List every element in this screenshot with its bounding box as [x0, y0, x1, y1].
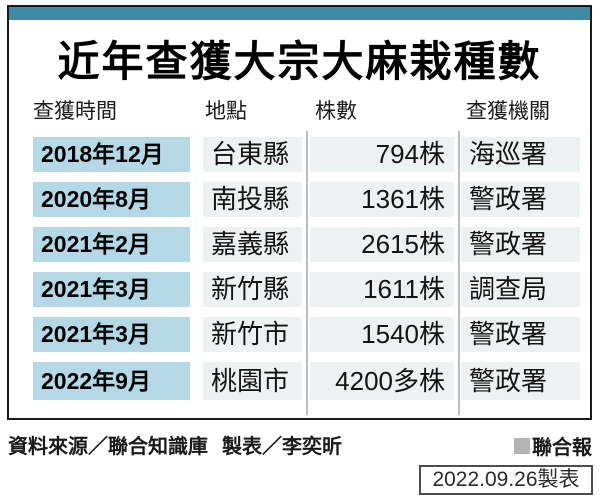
cell-time: 2021年3月 [33, 317, 190, 352]
column-header-count: 株數 [315, 100, 357, 123]
cell-agency: 調查局 [461, 272, 580, 307]
brand-label: 聯合報 [532, 437, 592, 459]
cell-count: 2615株 [310, 227, 454, 262]
cell-agency: 警政署 [461, 227, 580, 262]
column-divider [458, 131, 460, 415]
column-divider [306, 131, 308, 415]
cell-count: 1361株 [310, 182, 454, 217]
cell-place: 台東縣 [203, 137, 302, 172]
cell-time: 2018年12月 [33, 137, 190, 172]
column-header-agency: 查獲機關 [466, 100, 550, 123]
cell-agency: 警政署 [461, 182, 580, 217]
cell-count: 1540株 [310, 317, 454, 352]
credit-label: 製表／李奕昕 [222, 436, 342, 458]
cell-count: 4200多株 [310, 362, 454, 400]
cell-time: 2021年2月 [33, 227, 190, 262]
cell-count: 1611株 [310, 272, 454, 307]
cell-agency: 警政署 [461, 362, 580, 400]
brand-mark: 聯合報 [514, 431, 592, 460]
cell-time: 2022年9月 [33, 362, 190, 400]
page-title: 近年查獲大宗大麻栽種數 [57, 38, 542, 85]
source-credit-line: 資料來源／聯合知識庫 製表／李奕昕 [8, 430, 342, 459]
cell-agency: 海巡署 [461, 137, 580, 172]
cell-time: 2021年3月 [33, 272, 190, 307]
brand-square-icon [514, 437, 530, 454]
cell-place: 南投縣 [203, 182, 302, 217]
cell-place: 桃園市 [203, 362, 302, 400]
cell-time: 2020年8月 [33, 182, 190, 217]
cell-place: 新竹市 [203, 317, 302, 352]
top-accent-bar [9, 7, 590, 20]
column-header-place: 地點 [205, 100, 247, 123]
cell-place: 嘉義縣 [203, 227, 302, 262]
table-panel: 近年查獲大宗大麻栽種數 查獲時間 地點 株數 查獲機關 2018年12月 台東縣… [7, 5, 592, 420]
cell-agency: 警政署 [461, 317, 580, 352]
column-header-time: 查獲時間 [33, 100, 117, 123]
cell-place: 新竹縣 [203, 272, 302, 307]
cell-count: 794株 [310, 137, 454, 172]
publish-date-box: 2022.09.26製表 [419, 465, 593, 495]
source-label: 資料來源／聯合知識庫 [8, 436, 208, 458]
